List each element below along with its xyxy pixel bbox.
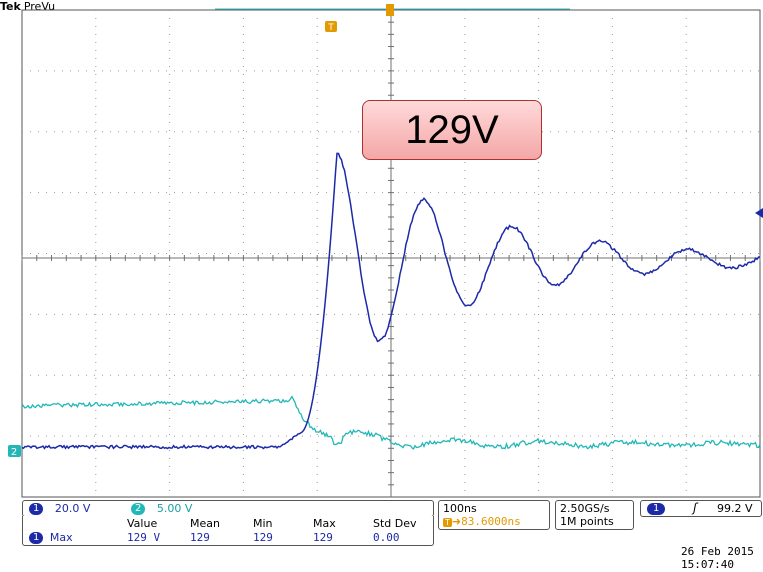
horizontal-position: T ➜83.6000ns: [443, 515, 521, 528]
trigger-source: 1: [647, 502, 666, 515]
ch2-scale[interactable]: 2 5.00 V: [131, 502, 192, 515]
ch1-scale-value: 20.0 V: [54, 502, 91, 515]
col-value: Value: [127, 517, 158, 530]
ch2-waveform: [21, 395, 761, 450]
sample-rate: 2.50GS/s: [560, 502, 610, 515]
trigger-level-marker[interactable]: [755, 208, 763, 218]
trigger-position-marker[interactable]: T: [325, 21, 337, 33]
meas-value: 129 V: [127, 531, 161, 544]
ch1-badge: 1: [29, 503, 44, 515]
ch2-scale-value: 5.00 V: [156, 502, 193, 515]
trigger-readout[interactable]: 1 ʃ 99.2 V: [640, 500, 762, 517]
peak-voltage-callout: 129V: [362, 100, 542, 160]
graticule: [21, 9, 761, 498]
rising-edge-icon: ʃ: [693, 501, 698, 515]
measurement-label[interactable]: 1 Max: [29, 531, 73, 544]
scope-display: T 2: [8, 4, 763, 498]
measurement-panel[interactable]: Value Mean Min Max Std Dev 1 Max 129 V 1…: [22, 516, 434, 546]
arrow-icon: ➜: [451, 515, 462, 528]
meas-mean: 129: [190, 531, 210, 544]
time-display: 15:07:40: [681, 558, 734, 571]
meas-std-dev: 0.00: [373, 531, 400, 544]
meas-max: 129: [313, 531, 333, 544]
col-max: Max: [313, 517, 336, 530]
svg-text:2: 2: [11, 447, 17, 458]
time-scale: 100ns: [443, 502, 477, 515]
svg-text:T: T: [327, 23, 334, 33]
channel-scale-bar[interactable]: 1 20.0 V 2 5.00 V: [22, 500, 434, 517]
trigger-level: 99.2 V: [717, 502, 753, 515]
col-min: Min: [253, 517, 273, 530]
record-trigger-marker: [386, 4, 394, 16]
acquisition-readout[interactable]: 2.50GS/s 1M points: [555, 500, 634, 530]
ch2-ground-marker[interactable]: 2: [8, 445, 21, 458]
ch1-scale[interactable]: 1 20.0 V: [29, 502, 90, 515]
meas-name: Max: [49, 531, 73, 544]
col-mean: Mean: [190, 517, 220, 530]
position-value: 83.6000ns: [461, 515, 521, 528]
trigger-channel-badge: 1: [647, 503, 666, 515]
ch2-badge: 2: [131, 503, 146, 515]
date-display: 26 Feb 2015: [681, 545, 754, 558]
meas-min: 129: [253, 531, 273, 544]
timebase-readout[interactable]: 100ns T ➜83.6000ns: [438, 500, 550, 530]
record-length: 1M points: [560, 515, 614, 528]
meas-channel-badge: 1: [29, 532, 44, 544]
ch1-waveform: [21, 152, 761, 450]
col-std-dev: Std Dev: [373, 517, 417, 530]
t-arrow-icon: T: [443, 518, 452, 527]
brand-logo: Tek: [0, 0, 21, 13]
